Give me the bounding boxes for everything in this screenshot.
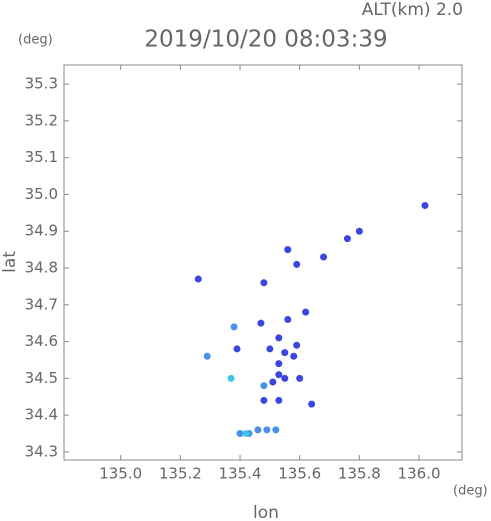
echo-point xyxy=(275,396,283,404)
chart-title: 2019/10/20 08:03:39 xyxy=(144,27,387,53)
x-unit: (deg) xyxy=(453,484,488,499)
echo-point xyxy=(230,323,238,331)
echo-point xyxy=(275,371,283,379)
echo-point xyxy=(275,334,283,342)
y-tick-label: 34.9 xyxy=(25,222,58,240)
echo-point xyxy=(263,426,271,434)
echo-point xyxy=(236,430,244,438)
x-tick-label: 135.6 xyxy=(278,465,321,483)
echo-point xyxy=(284,316,292,324)
echo-point xyxy=(343,235,351,243)
y-tick-label: 35.3 xyxy=(25,75,58,93)
echo-point xyxy=(293,260,301,268)
echo-point xyxy=(254,426,262,434)
echo-point xyxy=(302,308,310,316)
echo-point xyxy=(260,279,268,287)
x-tick-label: 136.0 xyxy=(398,465,441,483)
y-tick-label: 35.1 xyxy=(25,148,58,166)
echo-point xyxy=(421,201,429,209)
y-tick-label: 34.6 xyxy=(25,332,58,350)
echo-point xyxy=(320,253,328,261)
altitude-label: ALT(km) 2.0 xyxy=(362,0,463,20)
echo-point xyxy=(242,430,250,438)
y-tick-label: 34.4 xyxy=(25,406,58,424)
x-tick-label: 135.2 xyxy=(159,465,202,483)
y-tick-label: 35.2 xyxy=(25,111,58,129)
echo-point xyxy=(272,426,280,434)
echo-point xyxy=(260,382,268,390)
y-tick-label: 34.3 xyxy=(25,442,58,460)
echo-point xyxy=(194,275,202,283)
echo-point xyxy=(284,246,292,254)
echo-point xyxy=(260,396,268,404)
y-tick-label: 34.8 xyxy=(25,259,58,277)
echo-point xyxy=(281,349,289,357)
plot-frame xyxy=(63,64,463,461)
echo-point xyxy=(308,400,316,408)
y-tick-label: 35.0 xyxy=(25,185,58,203)
echo-point xyxy=(266,345,274,353)
echo-point xyxy=(227,374,235,382)
y-unit: (deg) xyxy=(18,33,53,48)
echo-point xyxy=(290,352,298,360)
echo-point xyxy=(269,378,277,386)
x-tick-label: 135.0 xyxy=(99,465,142,483)
echo-point xyxy=(281,374,289,382)
x-tick-label: 135.8 xyxy=(338,465,381,483)
echo-point xyxy=(293,341,301,349)
echo-point xyxy=(275,360,283,368)
x-tick-label: 135.4 xyxy=(219,465,262,483)
echo-point xyxy=(355,227,363,235)
echo-point xyxy=(233,345,241,353)
echo-point xyxy=(203,352,211,360)
echo-point xyxy=(257,319,265,327)
x-axis-label: lon xyxy=(253,503,279,521)
y-tick-label: 34.5 xyxy=(25,369,58,387)
y-axis-label: lat xyxy=(0,251,20,273)
y-tick-label: 34.7 xyxy=(25,295,58,313)
echo-point xyxy=(296,374,304,382)
